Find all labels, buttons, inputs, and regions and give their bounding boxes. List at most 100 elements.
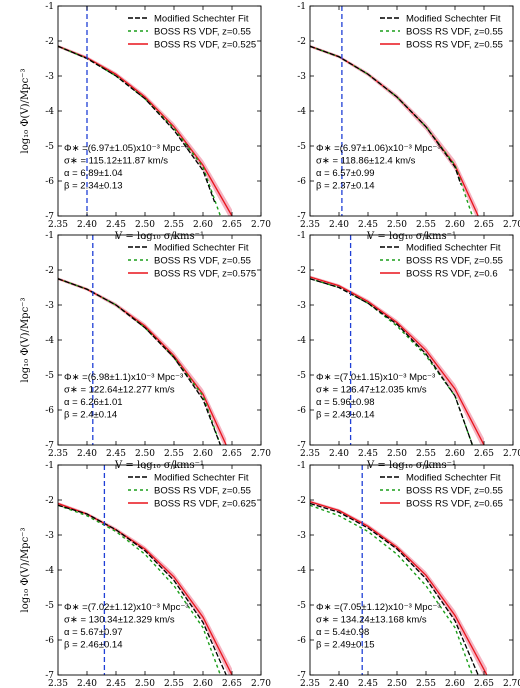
uncertainty-band — [58, 277, 227, 445]
y-tick-label: -3 — [45, 72, 54, 82]
x-axis-label: V = log₁₀ σ/kms⁻¹ — [114, 460, 204, 471]
x-tick-label: 2.60 — [193, 679, 213, 688]
x-tick-label: 2.35 — [300, 449, 320, 459]
y-tick-label: -2 — [45, 37, 54, 47]
legend-label: BOSS RS VDF, z=0.55 — [406, 486, 503, 497]
fit-parameter-text: Φ∗ =(7.0±1.15)x10⁻³ Mpc⁻³ — [316, 372, 435, 383]
y-tick-label: -3 — [45, 301, 54, 311]
legend-label: Modified Schechter Fit — [406, 14, 501, 25]
x-tick-label: 2.45 — [106, 679, 126, 688]
legend-label: Modified Schechter Fit — [406, 473, 501, 484]
fit-parameter-text: σ∗ = 130.34±12.329 km/s — [64, 615, 175, 626]
series-boss-rs-vdf-z — [310, 501, 488, 675]
fit-parameter-text: β = 2.34±0.13 — [64, 181, 122, 192]
fit-parameter-text: β = 2.46±0.14 — [64, 640, 122, 651]
y-tick-label: -1 — [45, 2, 54, 12]
x-tick-label: 2.65 — [222, 679, 242, 688]
uncertainty-band — [310, 275, 484, 445]
legend-label: BOSS RS VDF, z=0.575 — [154, 269, 256, 280]
x-tick-label: 2.50 — [135, 449, 155, 459]
plot-area — [58, 465, 233, 675]
y-tick-label: -4 — [45, 107, 54, 117]
y-tick-label: -1 — [297, 2, 306, 12]
y-tick-label: -7 — [45, 212, 54, 222]
series-boss-rs-vdf-z055 — [58, 504, 222, 675]
x-tick-label: 2.40 — [77, 220, 97, 230]
fit-parameter-text: α = 5.4±0.98 — [316, 627, 369, 638]
uncertainty-band — [58, 502, 232, 675]
x-tick-label: 2.40 — [329, 220, 349, 230]
y-tick-label: -7 — [45, 671, 54, 681]
x-tick-label: 2.40 — [77, 679, 97, 688]
x-tick-label: 2.40 — [329, 679, 349, 688]
x-tick-label: 2.35 — [48, 220, 68, 230]
x-tick-label: 2.35 — [300, 679, 320, 688]
legend-label: BOSS RS VDF, z=0.55 — [154, 486, 251, 497]
legend-label: BOSS RS VDF, z=0.55 — [406, 256, 503, 267]
x-tick-label: 2.70 — [503, 449, 520, 459]
y-tick-label: -4 — [297, 566, 306, 576]
legend-label: BOSS RS VDF, z=0.55 — [154, 27, 251, 38]
legend-label: BOSS RS VDF, z=0.6 — [406, 269, 498, 280]
y-tick-label: -1 — [297, 231, 306, 241]
legend-label: Modified Schechter Fit — [154, 14, 249, 25]
fit-parameter-text: α = 6.89±1.04 — [64, 168, 123, 179]
series-modified-schechter-fit — [310, 45, 462, 185]
x-tick-label: 2.65 — [222, 449, 242, 459]
series-modified-schechter-fit — [58, 504, 227, 675]
x-tick-label: 2.50 — [387, 220, 407, 230]
x-tick-label: 2.55 — [416, 449, 436, 459]
x-tick-label: 2.50 — [135, 679, 155, 688]
x-tick-label: 2.35 — [48, 679, 68, 688]
fit-parameter-text: Φ∗ =(7.02±1.12)x10⁻³ Mpc⁻³ — [64, 602, 189, 613]
fit-parameter-text: σ∗ = 134.24±13.168 km/s — [316, 615, 427, 626]
y-tick-label: -3 — [297, 72, 306, 82]
x-tick-label: 2.65 — [222, 220, 242, 230]
y-tick-label: -4 — [297, 107, 306, 117]
y-tick-label: -2 — [297, 266, 306, 276]
x-tick-label: 2.60 — [193, 220, 213, 230]
fit-parameter-text: σ∗ = 126.47±12.035 km/s — [316, 385, 427, 396]
x-tick-label: 2.35 — [48, 449, 68, 459]
x-axis-label: V = log₁₀ σ/kms⁻¹ — [366, 231, 456, 242]
x-tick-label: 2.55 — [416, 220, 436, 230]
x-axis-label: V = log₁₀ σ/kms⁻¹ — [366, 460, 456, 471]
y-tick-label: -5 — [297, 142, 306, 152]
x-tick-label: 2.40 — [329, 449, 349, 459]
fit-parameter-text: β = 2.49±0.15 — [316, 640, 374, 651]
uncertainty-band — [310, 44, 479, 216]
x-tick-label: 2.55 — [416, 679, 436, 688]
fit-parameter-text: Φ∗ =(6.98±1.1)x10⁻³ Mpc⁻³ — [64, 372, 183, 383]
chart-panel-4: 2.35 2.40 2.45 2.50 2.55 2.60 2.65 2.70 -1 -2 -3 -4… — [297, 231, 520, 471]
fit-parameter-text: β = 2.43±0.14 — [316, 410, 374, 421]
fit-parameter-text: Φ∗ =(6.97±1.06)x10⁻³ Mpc⁻³ — [316, 143, 441, 154]
y-tick-label: -3 — [297, 531, 306, 541]
y-tick-label: -7 — [297, 441, 306, 451]
y-tick-label: -1 — [45, 231, 54, 241]
plot-area — [310, 6, 479, 216]
y-tick-label: -7 — [297, 212, 306, 222]
y-tick-label: -5 — [45, 601, 54, 611]
x-tick-label: 2.45 — [358, 449, 378, 459]
y-tick-label: -2 — [45, 496, 54, 506]
legend-label: BOSS RS VDF, z=0.625 — [154, 499, 256, 510]
y-tick-label: -2 — [297, 37, 306, 47]
series-modified-schechter-fit — [310, 278, 474, 445]
x-tick-label: 2.60 — [193, 449, 213, 459]
x-tick-label: 2.45 — [358, 220, 378, 230]
y-tick-label: -7 — [45, 441, 54, 451]
fit-parameter-text: σ∗ = 118.86±12.4 km/s — [316, 156, 416, 167]
y-tick-label: -1 — [45, 461, 54, 471]
legend-label: BOSS RS VDF, z=0.525 — [154, 40, 256, 51]
fit-parameter-text: σ∗ = 122.64±12.277 km/s — [64, 385, 175, 396]
legend-label: BOSS RS VDF, z=0.65 — [406, 499, 503, 510]
y-tick-label: -5 — [45, 371, 54, 381]
series-boss-rs-vdf-z — [310, 276, 485, 445]
y-axis-label: log₁₀ Φ(V)/Mpc⁻³ — [20, 69, 31, 154]
x-tick-label: 2.70 — [503, 220, 520, 230]
y-tick-label: -2 — [45, 266, 54, 276]
y-tick-label: -5 — [297, 601, 306, 611]
fit-parameter-text: Φ∗ =(6.97±1.05)x10⁻³ Mpc⁻³ — [64, 143, 189, 154]
x-tick-label: 2.45 — [106, 449, 126, 459]
